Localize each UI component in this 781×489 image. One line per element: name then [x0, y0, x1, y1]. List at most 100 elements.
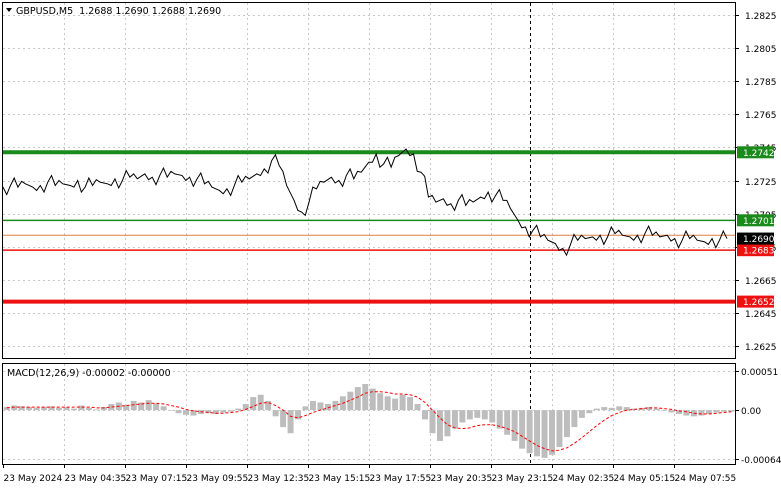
level-lines	[3, 150, 735, 304]
macd-bar	[481, 410, 488, 420]
price-pane-frame	[2, 2, 736, 359]
macd-bar	[728, 410, 735, 412]
triangle-down-icon[interactable]	[6, 8, 12, 12]
level-price-tag	[737, 244, 774, 257]
time-tick-label: 23 May 09:55	[187, 474, 249, 484]
macd-bar	[175, 410, 182, 414]
macd-bar	[392, 398, 399, 411]
price-axis[interactable]: 1.28251.28051.27851.27651.27451.27251.27…	[735, 12, 777, 353]
level-price-label: 1.2652	[743, 298, 775, 308]
macd-bar	[549, 410, 555, 455]
macd-bar	[145, 400, 152, 411]
macd-bar	[227, 410, 234, 412]
macd-bar	[280, 410, 287, 428]
macd-bar	[63, 407, 70, 411]
macd-bar	[504, 410, 511, 435]
macd-bar	[623, 407, 630, 411]
symbol-label: GBPUSD,M5 1.2688 1.2690 1.2688 1.2690	[16, 6, 221, 17]
macd-bar	[608, 407, 615, 411]
price-tick-label: 1.2725	[745, 178, 777, 188]
macd-bar	[616, 406, 623, 411]
level-price-label: 1.2701	[743, 217, 775, 227]
macd-title: MACD(12,26,9) -0.00002 -0.00000	[7, 368, 171, 379]
macd-bar	[362, 384, 369, 411]
time-tick-label: 23 May 07:15	[126, 474, 188, 484]
macd-bar	[130, 400, 137, 411]
time-axis[interactable]: 23 May 2024 23 May 04:35 23 May 07:15 23 Ma…	[3, 464, 737, 484]
price-series	[2, 148, 728, 257]
macd-bar	[526, 410, 533, 454]
macd-tick-label: 0.00051	[741, 368, 778, 378]
macd-bar	[407, 397, 414, 411]
price-tick-label: 1.2645	[745, 310, 777, 320]
macd-bar	[33, 407, 40, 411]
macd-bar	[698, 410, 705, 416]
macd-bar	[451, 410, 458, 429]
price-tick-label: 1.2665	[745, 277, 777, 287]
macd-bar	[556, 410, 563, 448]
macd-bar	[436, 410, 443, 441]
time-tick-label: 23 May 12:35	[248, 474, 310, 484]
time-tick-label: 24 May 05:15	[614, 474, 676, 484]
macd-bar	[11, 405, 18, 411]
macd-bar	[511, 410, 518, 441]
time-tick-label: 23 May 23:15	[492, 474, 554, 484]
price-tick-label: 1.2785	[745, 78, 777, 88]
macd-bar	[212, 410, 219, 414]
macd-bar	[653, 408, 660, 411]
macd-bar	[668, 410, 675, 413]
time-tick-label: 23 May 17:55	[370, 474, 432, 484]
time-tick-label: 23 May 15:15	[309, 474, 371, 484]
macd-bar	[519, 410, 526, 449]
macd-bar	[257, 394, 264, 411]
level-price-tag	[737, 214, 774, 227]
macd-bar	[586, 410, 593, 414]
macd-bar	[675, 410, 682, 414]
macd-bar	[683, 410, 690, 416]
macd-bar	[242, 404, 249, 411]
macd-bar	[705, 410, 712, 414]
macd-bar	[601, 407, 608, 411]
macd-bar	[354, 387, 361, 411]
macd-bar	[563, 410, 570, 438]
macd-bar	[85, 407, 92, 411]
macd-bar	[235, 408, 242, 411]
macd-indicator	[3, 384, 735, 458]
macd-bar	[384, 396, 391, 411]
macd-bar	[347, 391, 354, 411]
macd-bar	[220, 410, 227, 413]
macd-bar	[414, 404, 421, 411]
time-tick-label: 24 May 02:35	[553, 474, 615, 484]
macd-bar	[713, 410, 720, 413]
macd-bar	[93, 409, 100, 411]
macd-tick-label: -0.00064	[741, 456, 781, 466]
macd-bar	[272, 410, 279, 417]
macd-bar	[593, 408, 600, 411]
macd-bar	[646, 407, 653, 411]
macd-bar	[496, 410, 503, 429]
level-price-label: 1.2742	[743, 149, 775, 159]
macd-bar	[459, 410, 466, 423]
price-tick-label: 1.2825	[745, 12, 777, 22]
macd-bar	[265, 400, 272, 411]
macd-bar	[70, 408, 77, 411]
time-tick-label: 23 May 2024	[4, 474, 63, 484]
price-tick-label: 1.2805	[745, 45, 777, 55]
macd-bar	[18, 406, 25, 411]
macd-signal-line	[6, 391, 732, 452]
macd-bar	[108, 404, 115, 411]
time-tick-label: 23 May 04:35	[65, 474, 127, 484]
macd-bar	[444, 410, 451, 437]
macd-bar	[153, 403, 160, 411]
macd-bar	[190, 410, 197, 416]
current-price-tag	[737, 232, 774, 245]
macd-bar	[720, 410, 727, 412]
macd-tick-label: 0.00	[741, 407, 761, 417]
macd-bar	[3, 407, 10, 411]
macd-bar	[287, 410, 294, 434]
macd-bar	[160, 406, 167, 411]
macd-axis[interactable]: 0.00051 0.00 -0.00064	[735, 368, 781, 466]
level-price-tag	[737, 295, 774, 308]
